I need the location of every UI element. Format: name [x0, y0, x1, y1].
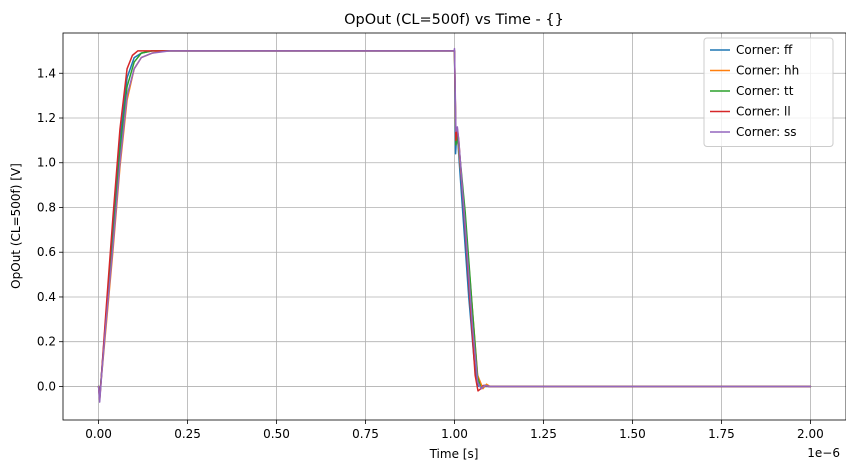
- y-tick-label: 1.0: [37, 156, 56, 170]
- legend-entry-2: Corner: tt: [736, 84, 794, 98]
- x-tick-label: 0.75: [352, 427, 379, 441]
- y-tick-label: 0.8: [37, 200, 56, 214]
- x-axis-label: Time [s]: [429, 447, 479, 461]
- chart-title: OpOut (CL=500f) vs Time - {}: [344, 12, 564, 28]
- x-tick-label: 1.75: [708, 427, 735, 441]
- x-tick-label: 1.00: [441, 427, 468, 441]
- legend-entry-1: Corner: hh: [736, 64, 799, 78]
- y-tick-label: 0.6: [37, 245, 56, 259]
- y-tick-label: 0.0: [37, 379, 56, 393]
- y-tick-label: 1.4: [37, 66, 56, 80]
- legend: Corner: ff Corner: hh Corner: tt Corner: ll…: [703, 37, 834, 147]
- x-tick-label: 1.25: [530, 427, 557, 441]
- y-tick-label: 1.2: [37, 111, 56, 125]
- legend-entry-3: Corner: ll: [736, 105, 791, 119]
- x-tick-label: 0.00: [85, 427, 112, 441]
- series-lines: [97, 47, 812, 403]
- legend-box: [703, 37, 834, 147]
- x-axis-ticks: 0.00 0.25 0.50 0.75 1.00 1.25 1.50 1.75 2.00: [85, 420, 824, 441]
- y-tick-label: 0.4: [37, 290, 56, 304]
- x-tick-label: 0.25: [174, 427, 201, 441]
- x-axis-offset-label: 1e−6: [807, 446, 840, 460]
- x-tick-label: 2.00: [797, 427, 824, 441]
- y-tick-label: 0.2: [37, 335, 56, 349]
- y-axis-ticks: 0.0 0.2 0.4 0.6 0.8 1.0 1.2 1.4: [37, 66, 63, 393]
- legend-entry-0: Corner: ff: [736, 43, 793, 57]
- x-tick-label: 1.50: [619, 427, 646, 441]
- legend-entry-4: Corner: ss: [736, 125, 797, 139]
- x-tick-label: 0.50: [263, 427, 290, 441]
- y-axis-label: OpOut (CL=500f) [V]: [9, 163, 23, 289]
- series-line-4: [97, 47, 812, 403]
